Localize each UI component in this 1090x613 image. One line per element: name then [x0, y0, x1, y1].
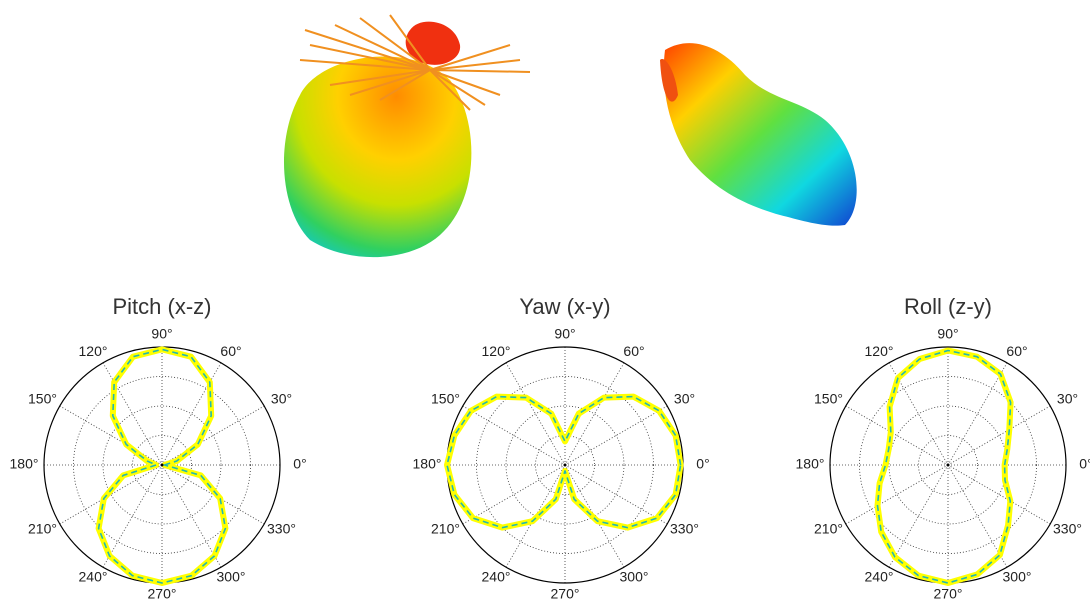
series-line [874, 347, 1014, 586]
theta-tick-label: 240° [482, 568, 511, 584]
grid-spoke [845, 405, 949, 466]
theta-tick-label: 30° [271, 391, 292, 407]
theta-tick-label: 210° [28, 521, 57, 537]
series-line [444, 393, 684, 531]
chart-title: Yaw (x-y) [519, 294, 610, 319]
theta-tick-label: 300° [620, 568, 649, 584]
grid-ring [859, 376, 1037, 554]
theta-tick-label: 90° [151, 326, 172, 342]
grid-ring [102, 405, 222, 525]
theta-tick-label: 30° [1057, 391, 1078, 407]
grid-spoke [947, 362, 1008, 466]
theta-tick-label: 270° [148, 586, 177, 602]
chart-title: Roll (z-y) [904, 294, 992, 319]
theta-tick-label: 60° [623, 343, 644, 359]
series-line [446, 395, 682, 529]
theta-tick-label: 330° [670, 521, 699, 537]
grid-ring [73, 376, 251, 554]
render-3d-left [283, 14, 531, 258]
theta-tick-label: 120° [482, 343, 511, 359]
grid-spoke [161, 464, 222, 568]
theta-tick-label: 300° [217, 568, 246, 584]
theta-tick-label: 240° [79, 568, 108, 584]
grid-ring [132, 435, 192, 495]
theta-tick-label: 240° [865, 568, 894, 584]
render-3d-right [660, 43, 857, 226]
theta-tick-label: 60° [1006, 343, 1027, 359]
chart-title: Pitch (x-z) [113, 294, 212, 319]
theta-tick-label: 90° [937, 326, 958, 342]
theta-tick-label: 0° [1079, 456, 1090, 472]
theta-tick-label: 120° [79, 343, 108, 359]
polar-chart: Pitch (x-z) 0° 30° 60° 90° 120° 150° 180° 210° 24… [10, 294, 307, 602]
theta-tick-label: 270° [551, 586, 580, 602]
polar-chart: Roll (z-y) 0° 30° 60° 90° 120° 150° 180° 210° 240… [796, 294, 1090, 602]
theta-tick-label: 180° [10, 456, 39, 472]
series-line [876, 349, 1012, 584]
grid-spoke [564, 362, 625, 466]
theta-tick-label: 330° [267, 521, 296, 537]
theta-tick-label: 330° [1053, 521, 1082, 537]
grid-ring [476, 376, 654, 554]
theta-tick-label: 210° [431, 521, 460, 537]
polar-chart: Yaw (x-y) 0° 30° 60° 90° 120° 150° 180° 210° 240°… [413, 294, 710, 602]
grid-ring [918, 435, 978, 495]
origin-dot [563, 463, 567, 467]
origin-dot [946, 463, 950, 467]
origin-dot [160, 463, 164, 467]
theta-tick-label: 300° [1003, 568, 1032, 584]
theta-tick-label: 90° [554, 326, 575, 342]
theta-tick-label: 180° [413, 456, 442, 472]
theta-tick-label: 0° [293, 456, 306, 472]
grid-spoke [462, 464, 566, 525]
grid-ring [505, 405, 625, 525]
theta-tick-label: 0° [696, 456, 709, 472]
theta-tick-label: 270° [934, 586, 963, 602]
theta-tick-label: 30° [674, 391, 695, 407]
theta-tick-label: 150° [431, 391, 460, 407]
theta-tick-label: 150° [814, 391, 843, 407]
theta-tick-label: 120° [865, 343, 894, 359]
theta-tick-label: 180° [796, 456, 825, 472]
series-line [97, 348, 227, 584]
theta-tick-label: 150° [28, 391, 57, 407]
theta-tick-label: 210° [814, 521, 843, 537]
grid-spoke [845, 464, 949, 525]
theta-tick-label: 60° [220, 343, 241, 359]
